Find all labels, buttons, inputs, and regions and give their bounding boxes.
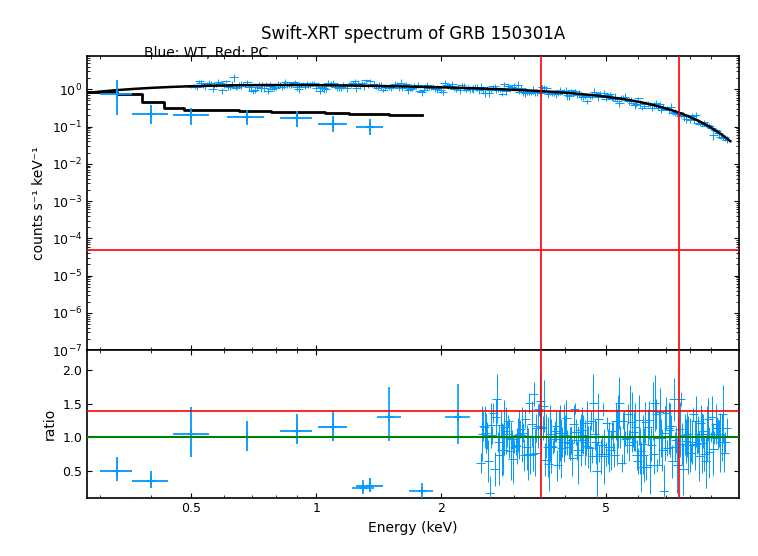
Text: Blue: WT, Red: PC: Blue: WT, Red: PC — [144, 46, 268, 59]
Text: Swift-XRT spectrum of GRB 150301A: Swift-XRT spectrum of GRB 150301A — [261, 25, 565, 43]
X-axis label: Energy (keV): Energy (keV) — [368, 521, 458, 535]
Y-axis label: ratio: ratio — [42, 408, 57, 440]
Y-axis label: counts s⁻¹ keV⁻¹: counts s⁻¹ keV⁻¹ — [33, 146, 46, 260]
